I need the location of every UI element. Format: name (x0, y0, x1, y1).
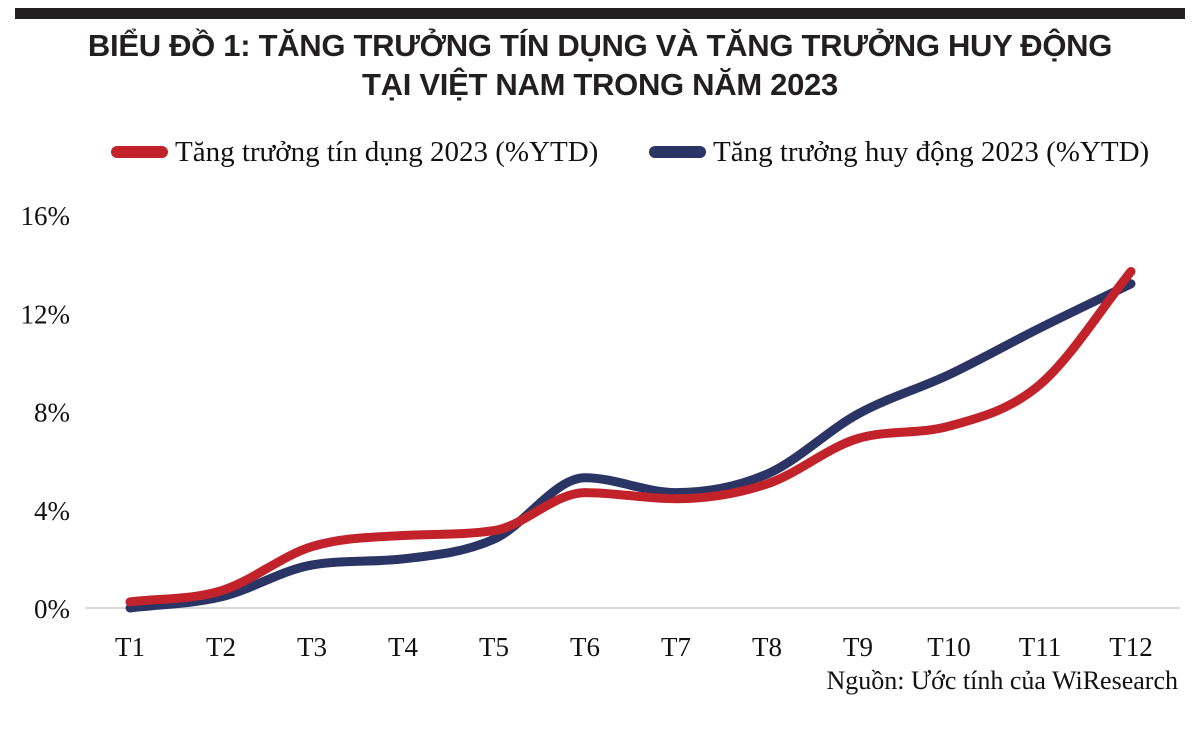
x-axis-tick-label-t1: T1 (115, 632, 145, 662)
legend-item-deposit-growth: Tăng trưởng huy động 2023 (%YTD) (649, 137, 1149, 167)
x-axis-tick-label-t5: T5 (479, 632, 509, 662)
x-axis-tick-label-t3: T3 (297, 632, 327, 662)
x-axis-tick-label-t11: T11 (1019, 632, 1062, 662)
x-axis-tick-label-t6: T6 (570, 632, 600, 662)
legend-label-deposit: Tăng trưởng huy động 2023 (%YTD) (713, 136, 1150, 168)
legend-item-credit-growth: Tăng trưởng tín dụng 2023 (%YTD) (111, 137, 598, 167)
x-axis-tick-label-t7: T7 (661, 632, 691, 662)
x-axis-tick-label-t9: T9 (843, 632, 873, 662)
chart-title-line1: BIỂU ĐỒ 1: TĂNG TRƯỞNG TÍN DỤNG VÀ TĂNG … (87, 28, 1113, 63)
top-border-bar (15, 8, 1185, 19)
x-axis-tick-label-t2: T2 (206, 632, 236, 662)
legend-swatch-credit-red (111, 146, 168, 158)
y-axis-tick-label: 16% (21, 201, 71, 231)
legend-swatch-deposit-navy (649, 146, 706, 158)
x-axis-tick-label-t8: T8 (752, 632, 782, 662)
y-axis-tick-label: 12% (21, 299, 71, 329)
y-axis-tick-label: 8% (34, 398, 70, 428)
x-axis-tick-label-t4: T4 (388, 632, 418, 662)
source-note: Nguồn: Ước tính của WiResearch (826, 666, 1178, 695)
deposit-growth-line (125, 279, 1136, 613)
y-axis-tick-label: 0% (34, 594, 70, 624)
legend-label-credit: Tăng trưởng tín dụng 2023 (%YTD) (175, 136, 599, 168)
chart-title-line2: TẠI VIỆT NAM TRONG NĂM 2023 (362, 67, 838, 102)
y-axis-tick-label: 4% (34, 496, 70, 526)
x-axis-tick-label-t12: T12 (1109, 632, 1153, 662)
chart-title: BIỂU ĐỒ 1: TĂNG TRƯỞNG TÍN DỤNG VÀ TĂNG … (0, 26, 1200, 104)
credit-growth-line (125, 267, 1136, 607)
x-axis-tick-label-t10: T10 (927, 632, 971, 662)
